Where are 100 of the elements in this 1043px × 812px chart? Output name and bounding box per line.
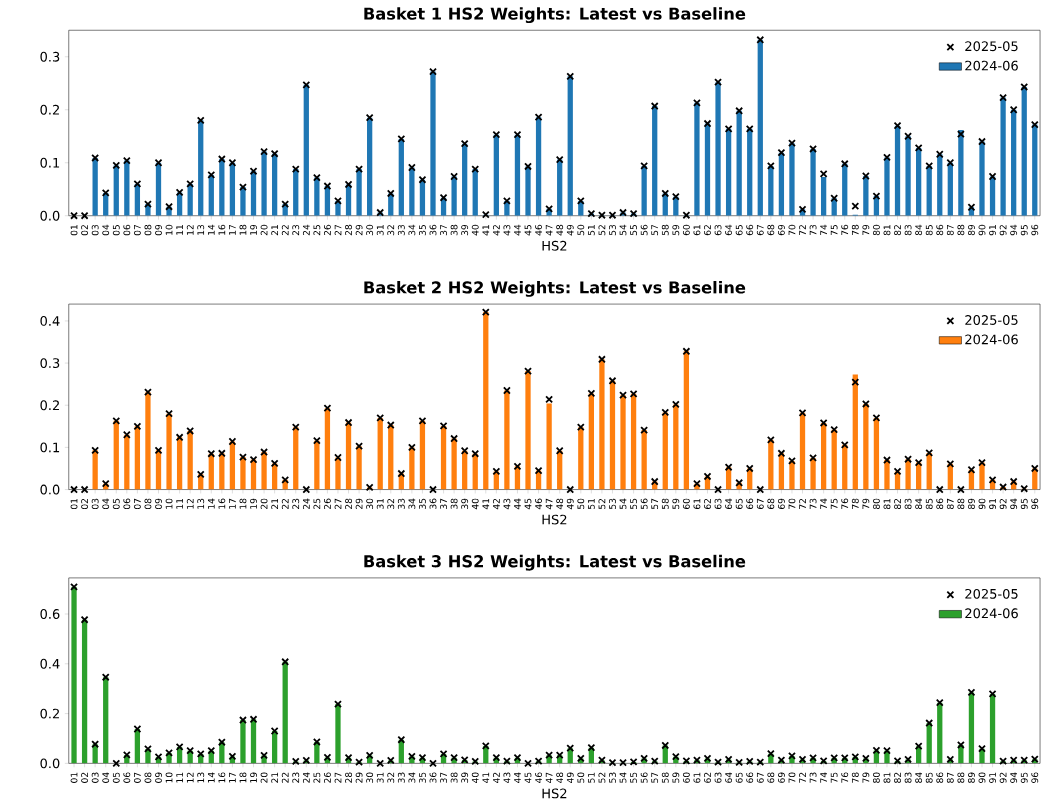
legend-label: 2024-06 xyxy=(965,60,1018,71)
x-tick-label: 61 xyxy=(693,772,701,783)
x-tick-label: 27 xyxy=(334,498,342,509)
x-tick-label: 95 xyxy=(1020,224,1028,236)
x-tick-label: 32 xyxy=(387,498,395,509)
x-tick-label: 90 xyxy=(978,498,986,509)
x-tick-label: 22 xyxy=(281,225,289,236)
x-tick-label: 19 xyxy=(250,224,257,235)
x-tick-label: 08 xyxy=(144,498,152,509)
x-tick-label: 36 xyxy=(429,498,437,509)
x-tick-label: 44 xyxy=(514,224,521,236)
x-tick-label: 69 xyxy=(777,224,785,236)
x-tick-label: 29 xyxy=(355,772,363,783)
y-tick-label: 0.1 xyxy=(40,442,60,453)
x-tick-label: 85 xyxy=(925,224,933,236)
x-tick-label: 17 xyxy=(229,224,236,235)
x-tick-label: 17 xyxy=(229,772,236,783)
x-tick-label: 82 xyxy=(894,225,901,236)
x-tick-label: 30 xyxy=(366,224,374,236)
x-tick-label: 64 xyxy=(725,498,733,509)
x-tick-label: 54 xyxy=(619,772,627,783)
x-tick-label: 42 xyxy=(492,772,500,783)
x-tick-label: 80 xyxy=(872,224,880,236)
x-tick-label: 03 xyxy=(91,498,99,509)
x-tick-label: 38 xyxy=(450,772,458,783)
x-tick-label: 76 xyxy=(841,224,849,235)
x-tick-label: 60 xyxy=(682,498,690,509)
x-tick-label: 20 xyxy=(260,772,268,783)
x-tick-label: 07 xyxy=(133,498,141,509)
x-tick-label: 52 xyxy=(598,498,606,509)
x-tick-label: 96 xyxy=(1031,498,1039,509)
y-tick-label: 0.3 xyxy=(40,51,60,62)
x-tick-label: 16 xyxy=(218,772,226,783)
x-tick-label: 66 xyxy=(746,772,754,783)
x-tick-label: 56 xyxy=(640,224,648,236)
x-tick-label: 45 xyxy=(524,224,532,236)
x-tick-label: 69 xyxy=(777,498,785,509)
x-tick-label: 46 xyxy=(535,498,543,510)
x-tick-label: 01 xyxy=(70,498,78,509)
x-axis-title: HS2 xyxy=(542,240,567,251)
x-tick-label: 37 xyxy=(440,498,447,509)
x-tick-label: 59 xyxy=(672,224,680,236)
x-tick-label: 85 xyxy=(925,772,933,783)
x-tick-label: 28 xyxy=(345,224,352,236)
x-tick-label: 55 xyxy=(630,224,637,236)
x-tick-label: 55 xyxy=(630,498,637,509)
x-tick-label: 53 xyxy=(609,224,616,236)
x-tick-label: 79 xyxy=(862,224,870,235)
x-tick-label: 59 xyxy=(672,498,680,509)
x-tick-label: 52 xyxy=(598,225,606,236)
x-tick-label: 45 xyxy=(524,772,532,783)
x-tick-label: 31 xyxy=(376,498,384,509)
x-tick-label: 73 xyxy=(809,772,817,783)
x-tick-label: 47 xyxy=(545,224,553,236)
x-tick-label: 78 xyxy=(851,772,859,783)
x-tick-label: 40 xyxy=(471,224,479,236)
x-tick-label: 43 xyxy=(503,772,511,783)
x-tick-label: 23 xyxy=(292,772,300,783)
x-tick-label: 57 xyxy=(651,498,659,509)
x-tick-label: 21 xyxy=(271,498,279,509)
x-tick-label: 12 xyxy=(186,772,194,783)
x-tick-label: 17 xyxy=(229,498,236,509)
x-tick-label: 37 xyxy=(440,224,447,236)
x-tick-label: 25 xyxy=(313,224,321,236)
x-tick-label: 58 xyxy=(661,498,669,509)
x-tick-label: 53 xyxy=(609,772,616,783)
x-tick-label: 73 xyxy=(809,224,817,235)
x-axis-title: HS2 xyxy=(542,514,567,525)
x-tick-label: 75 xyxy=(830,498,838,509)
x-tick-label: 39 xyxy=(461,224,469,236)
x-tick-label: 58 xyxy=(661,772,669,783)
x-tick-label: 23 xyxy=(292,498,300,509)
x-tick-label: 21 xyxy=(271,772,279,783)
x-tick-label: 33 xyxy=(397,498,405,509)
x-tick-label: 26 xyxy=(323,224,331,236)
x-tick-label: 86 xyxy=(936,498,944,509)
x-tick-label: 34 xyxy=(408,772,416,783)
x-tick-label: 14 xyxy=(207,772,215,783)
x-tick-label: 74 xyxy=(820,498,827,509)
x-tick-label: 84 xyxy=(915,498,923,509)
x-tick-label: 10 xyxy=(165,224,173,235)
x-tick-label: 50 xyxy=(577,224,585,236)
legend-label: 2024-06 xyxy=(965,608,1018,619)
x-tick-label: 12 xyxy=(186,498,194,509)
x-tick-label: 25 xyxy=(313,498,321,509)
x-tick-label: 16 xyxy=(218,224,226,235)
x-tick-label: 09 xyxy=(155,498,162,509)
x-tick-label: 95 xyxy=(1020,772,1028,783)
chart-title: Basket 1 HS2 Weights: Latest vs Baseline xyxy=(364,7,746,23)
x-tick-label: 48 xyxy=(556,772,564,783)
x-tick-label: 74 xyxy=(820,772,827,783)
x-tick-label: 25 xyxy=(313,772,321,783)
x-tick-label: 11 xyxy=(176,772,183,783)
x-tick-label: 14 xyxy=(207,224,215,235)
x-tick-label: 86 xyxy=(936,224,944,236)
x-tick-label: 31 xyxy=(376,772,384,783)
x-tick-label: 24 xyxy=(302,498,310,509)
x-tick-label: 56 xyxy=(640,772,648,783)
x-tick-label: 10 xyxy=(165,498,173,509)
x-tick-label: 16 xyxy=(218,498,226,509)
